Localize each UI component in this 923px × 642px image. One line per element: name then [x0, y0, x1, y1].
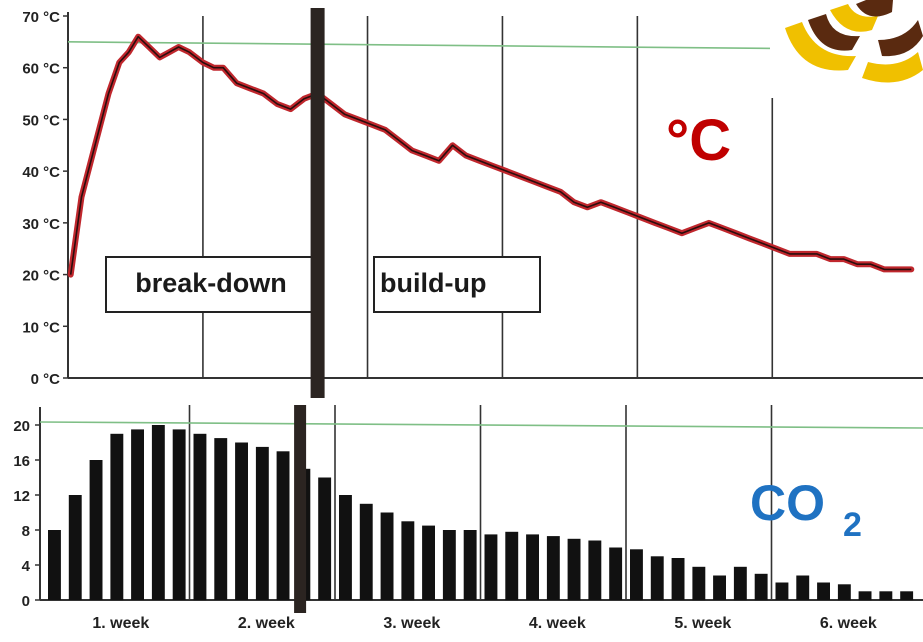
co2-bar [671, 558, 685, 600]
co2-bar [151, 425, 165, 600]
co2-bar [567, 538, 581, 601]
temperature-y-ticks: 0 °C 10 °C 20 °C 30 °C 40 °C 50 °C 60 °C 70 °C [22, 9, 68, 388]
co2-bar [442, 530, 456, 600]
co2-legend: CO 2 [750, 475, 862, 544]
temperature-y-tick-label: 10 °C [22, 319, 60, 336]
week-label: 4. week [529, 615, 586, 632]
phase-annotations: break-down build-up [105, 256, 541, 313]
co2-bar [318, 477, 332, 600]
co2-bar [505, 531, 519, 601]
co2-subscript: 2 [843, 506, 862, 544]
co2-bar [235, 442, 248, 600]
temperature-y-tick-label: 70 °C [22, 9, 60, 26]
co2-bar [754, 573, 768, 601]
co2-chart: 0 4 8 12 16 20 1. week 2. week 3. week 4. week 5.… [13, 405, 923, 632]
phase-divider-top [310, 8, 325, 398]
phase-divider [294, 8, 325, 613]
co2-bar [879, 591, 893, 601]
co2-bar [900, 591, 914, 601]
co2-bar [359, 503, 373, 601]
co2-bar [546, 536, 560, 600]
temperature-series [67, 33, 915, 278]
co2-bar [401, 521, 415, 601]
co2-bar [380, 512, 394, 600]
co2-bar [609, 547, 623, 600]
co2-bar [630, 549, 643, 601]
co2-bar [733, 566, 747, 601]
co2-y-tick-label: 16 [13, 453, 30, 470]
week-label: 6. week [820, 615, 877, 632]
co2-bar [484, 534, 498, 600]
celsius-legend: °C [666, 108, 731, 173]
co2-y-tick-label: 20 [13, 418, 30, 435]
co2-bar [713, 575, 726, 600]
co2-bar [588, 540, 602, 600]
co2-bar [837, 584, 851, 601]
co2-y-tick-label: 12 [13, 488, 30, 505]
phase-divider-bottom [294, 405, 307, 613]
build-up-box [373, 256, 541, 313]
week-label: 1. week [92, 615, 149, 632]
co2-bar [131, 429, 144, 600]
co2-bar [276, 451, 290, 601]
week-label: 3. week [383, 615, 440, 632]
temperature-y-tick-label: 50 °C [22, 112, 60, 129]
co2-y-ticks: 0 4 8 12 16 20 [13, 418, 40, 610]
temperature-y-tick-label: 30 °C [22, 216, 60, 233]
co2-bar [526, 534, 539, 600]
co2-y-tick-label: 8 [22, 523, 30, 540]
co2-bar [68, 495, 82, 600]
celsius-symbol: °C [666, 108, 731, 173]
co2-bar [48, 530, 61, 600]
co2-y-tick-label: 0 [22, 593, 30, 610]
build-up-label: build-up [380, 268, 486, 298]
co2-bar [817, 582, 830, 600]
co2-x-labels: 1. week 2. week 3. week 4. week 5. week 6. we… [92, 615, 877, 632]
break-down-label: break-down [135, 268, 287, 298]
co2-bar [650, 556, 664, 601]
co2-bar [463, 530, 477, 600]
co2-y-tick-label: 4 [22, 558, 31, 575]
co2-bar [214, 438, 228, 600]
co2-bar [255, 446, 269, 600]
temperature-chart: 0 °C10 °C20 °C30 °C40 °C50 °C60 °C70 °C … [22, 9, 923, 388]
co2-bar [692, 566, 706, 601]
week-label: 5. week [674, 615, 731, 632]
co2-symbol: CO [750, 475, 825, 531]
co2-bar [193, 433, 207, 601]
co2-bar [339, 495, 352, 600]
co2-bar [858, 591, 872, 601]
co2-reference-line [39, 421, 923, 429]
temperature-y-tick-label: 0 °C [31, 371, 61, 388]
co2-bars [48, 425, 914, 601]
co2-bar [110, 433, 124, 601]
temperature-line [69, 35, 912, 275]
week-label: 2. week [238, 615, 295, 632]
logo-icon [770, 0, 923, 98]
co2-bar [796, 575, 810, 600]
co2-bar [172, 429, 186, 600]
co2-bar [422, 525, 435, 600]
temperature-y-tick-label: 20 °C [22, 268, 60, 285]
temperature-y-tick-label: 40 °C [22, 164, 60, 181]
temperature-y-tick-label: 60 °C [22, 61, 60, 78]
co2-bar [775, 582, 789, 600]
co2-bar [89, 460, 103, 600]
